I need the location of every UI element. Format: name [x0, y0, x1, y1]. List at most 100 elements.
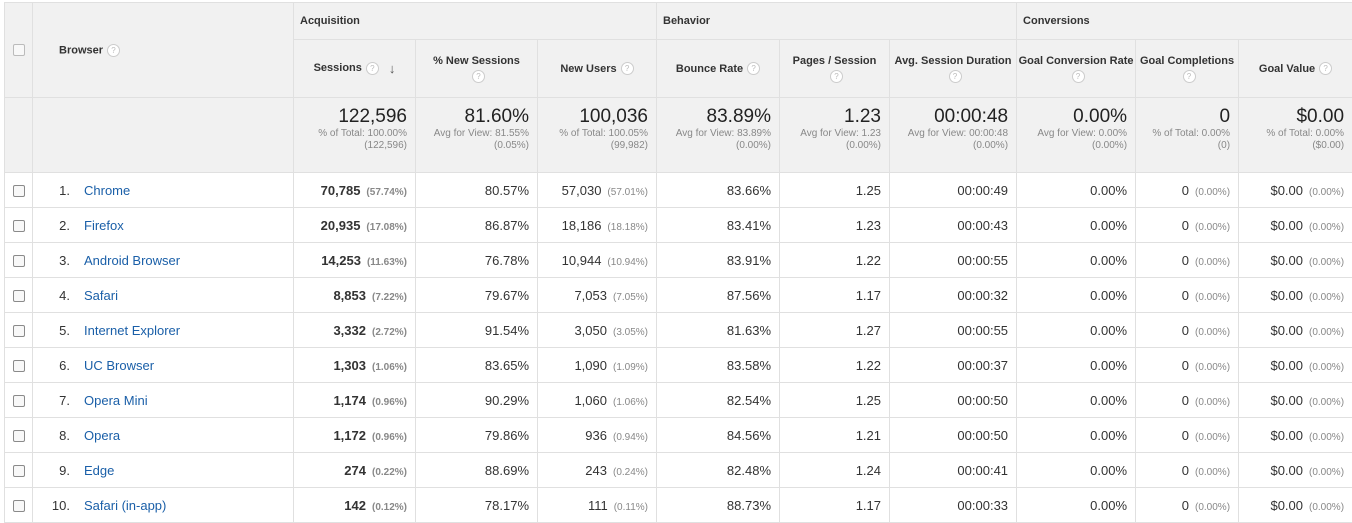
goal-conversion-cell: 0.00%	[1017, 488, 1136, 523]
sessions-value: 1,303	[333, 358, 366, 373]
goal-completions-value: 0	[1182, 288, 1189, 303]
help-icon[interactable]: ?	[1183, 70, 1196, 83]
row-checkbox[interactable]	[13, 395, 25, 407]
help-icon[interactable]: ?	[747, 62, 760, 75]
row-select-cell	[5, 383, 33, 418]
avg-duration-cell: 00:00:50	[890, 383, 1017, 418]
goal-completions-label: Goal Completions	[1140, 55, 1234, 67]
help-icon[interactable]: ?	[949, 70, 962, 83]
column-header-goal-conversion[interactable]: Goal Conversion Rate?	[1017, 40, 1136, 98]
sessions-percent: (1.06%)	[372, 362, 407, 373]
goal-value-value: $0.00	[1270, 288, 1303, 303]
new-users-cell: 7,053(7.05%)	[538, 278, 657, 313]
help-icon[interactable]: ?	[1319, 62, 1332, 75]
new-users-value: 1,090	[574, 358, 607, 373]
goal-value-value: $0.00	[1270, 253, 1303, 268]
column-header-bounce-rate[interactable]: Bounce Rate?	[657, 40, 780, 98]
column-header-goal-completions[interactable]: Goal Completions?	[1136, 40, 1239, 98]
row-checkbox[interactable]	[13, 430, 25, 442]
browser-link[interactable]: Edge	[84, 463, 114, 478]
column-header-goal-value[interactable]: Goal Value?	[1239, 40, 1352, 98]
goal-conversion-cell: 0.00%	[1017, 418, 1136, 453]
report-table: Browser? Acquisition Behavior Conversion…	[4, 2, 1352, 523]
avg-duration-cell: 00:00:49	[890, 173, 1017, 208]
sessions-percent: (11.63%)	[367, 257, 407, 268]
row-checkbox[interactable]	[13, 360, 25, 372]
sessions-cell: 1,303 (1.06%)	[294, 348, 416, 383]
goal-completions-cell: 0(0.00%)	[1136, 453, 1239, 488]
browser-link[interactable]: Opera Mini	[84, 393, 148, 408]
avg-duration-cell: 00:00:37	[890, 348, 1017, 383]
row-checkbox[interactable]	[13, 255, 25, 267]
bounce-rate-cell: 82.48%	[657, 453, 780, 488]
sessions-percent: (57.74%)	[366, 187, 407, 198]
total-new-sessions: 81.60%Avg for View: 81.55% (0.05%)	[416, 98, 538, 173]
goal-completions-percent: (0.00%)	[1195, 397, 1230, 408]
goal-conversion-cell: 0.00%	[1017, 313, 1136, 348]
column-header-new-users[interactable]: New Users?	[538, 40, 657, 98]
new-sessions-cell: 83.65%	[416, 348, 538, 383]
new-users-cell: 3,050(3.05%)	[538, 313, 657, 348]
goal-conversion-cell: 0.00%	[1017, 278, 1136, 313]
browser-link[interactable]: UC Browser	[84, 358, 154, 373]
sessions-cell: 274(0.22%)	[294, 453, 416, 488]
row-checkbox[interactable]	[13, 500, 25, 512]
browser-link[interactable]: Opera	[84, 428, 120, 443]
help-icon[interactable]: ?	[366, 62, 379, 75]
goal-completions-cell: 0(0.00%)	[1136, 243, 1239, 278]
bounce-rate-cell: 81.63%	[657, 313, 780, 348]
row-checkbox[interactable]	[13, 220, 25, 232]
select-all-checkbox[interactable]	[13, 44, 25, 56]
pages-session-cell: 1.21	[780, 418, 890, 453]
row-checkbox[interactable]	[13, 290, 25, 302]
goal-completions-percent: (0.00%)	[1195, 327, 1230, 338]
row-select-cell	[5, 418, 33, 453]
row-select-cell	[5, 243, 33, 278]
column-header-sessions[interactable]: Sessions? ↓	[294, 40, 416, 98]
goal-value-cell: $0.00(0.00%)	[1239, 418, 1352, 453]
goal-value-value: $0.00	[1270, 393, 1303, 408]
goal-value-value: $0.00	[1270, 183, 1303, 198]
sort-descending-icon[interactable]: ↓	[389, 61, 396, 76]
column-header-pages-session[interactable]: Pages / Session?	[780, 40, 890, 98]
pages-session-cell: 1.25	[780, 383, 890, 418]
browser-link[interactable]: Chrome	[84, 183, 130, 198]
bounce-rate-cell: 83.41%	[657, 208, 780, 243]
help-icon[interactable]: ?	[621, 62, 634, 75]
goal-completions-value: 0	[1182, 463, 1189, 478]
pages-session-cell: 1.27	[780, 313, 890, 348]
help-icon[interactable]: ?	[472, 70, 485, 83]
column-header-new-sessions[interactable]: % New Sessions?	[416, 40, 538, 98]
help-icon[interactable]: ?	[830, 70, 843, 83]
browser-cell: 5.Internet Explorer	[33, 313, 294, 348]
browser-link[interactable]: Firefox	[84, 218, 124, 233]
browser-column-header[interactable]: Browser?	[33, 3, 294, 98]
help-icon[interactable]: ?	[1072, 70, 1085, 83]
browser-cell: 8.Opera	[33, 418, 294, 453]
sessions-value: 1,172	[333, 428, 366, 443]
sessions-label: Sessions	[314, 62, 362, 74]
row-select-cell	[5, 313, 33, 348]
goal-conversion-cell: 0.00%	[1017, 208, 1136, 243]
new-users-value: 111	[588, 498, 608, 513]
browser-link[interactable]: Android Browser	[84, 253, 180, 268]
column-header-avg-duration[interactable]: Avg. Session Duration?	[890, 40, 1017, 98]
row-checkbox[interactable]	[13, 465, 25, 477]
row-rank: 6.	[46, 358, 70, 373]
browser-link[interactable]: Safari	[84, 288, 118, 303]
help-icon[interactable]: ?	[107, 44, 120, 57]
browser-link[interactable]: Internet Explorer	[84, 323, 180, 338]
goal-value-cell: $0.00(0.00%)	[1239, 313, 1352, 348]
browser-cell: 7.Opera Mini	[33, 383, 294, 418]
goal-completions-percent: (0.00%)	[1195, 432, 1230, 443]
row-checkbox[interactable]	[13, 185, 25, 197]
row-checkbox[interactable]	[13, 325, 25, 337]
goal-completions-cell: 0(0.00%)	[1136, 348, 1239, 383]
browser-link[interactable]: Safari (in-app)	[84, 498, 166, 513]
browser-cell: 4.Safari	[33, 278, 294, 313]
goal-completions-percent: (0.00%)	[1195, 222, 1230, 233]
bounce-rate-cell: 84.56%	[657, 418, 780, 453]
goal-value-percent: (0.00%)	[1309, 362, 1344, 373]
